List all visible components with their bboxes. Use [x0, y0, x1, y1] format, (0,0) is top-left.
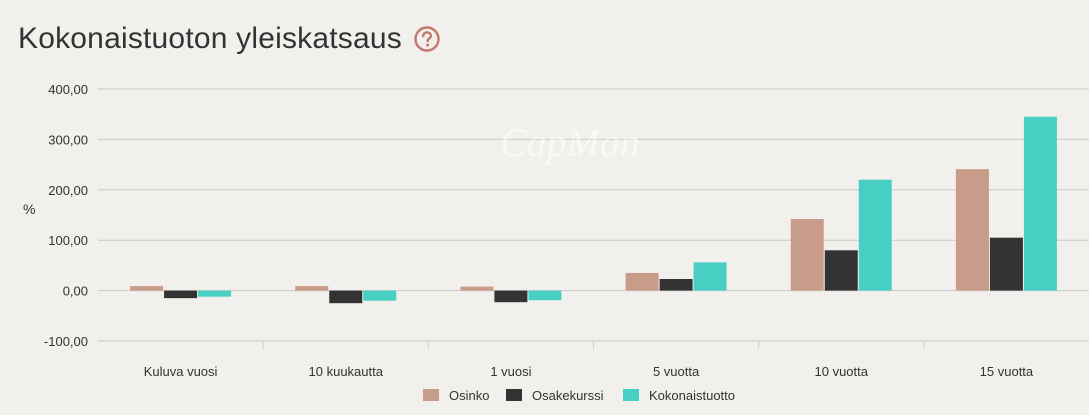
- x-tick-label: 10 vuotta: [815, 364, 869, 379]
- x-tick-label: 10 kuukautta: [309, 364, 384, 379]
- y-tick-label: 200,00: [48, 183, 88, 198]
- y-tick-label: -100,00: [44, 334, 88, 349]
- watermark: CapMan: [500, 120, 640, 165]
- legend-swatch-osakekurssi: [506, 389, 522, 401]
- chart-area: CapMan -100,00 0,00 100,00 200,00 300,00 400,…: [18, 70, 1089, 415]
- x-axis: Kuluva vuosi 10 kuukautta 1 vuosi 5 vuotta 1…: [144, 341, 1034, 379]
- bar-osakekurssi-0[interactable]: [164, 290, 198, 299]
- total-return-chart: CapMan -100,00 0,00 100,00 200,00 300,00 400,…: [23, 82, 1089, 403]
- bar-osakekurssi-4[interactable]: [824, 250, 858, 291]
- bars: [130, 116, 1057, 304]
- bar-osinko-5[interactable]: [955, 169, 989, 291]
- y-tick-label: 400,00: [48, 82, 88, 97]
- y-axis-label: %: [23, 201, 35, 217]
- bar-kokonaistuotto-4[interactable]: [858, 179, 892, 291]
- bar-osinko-4[interactable]: [790, 219, 824, 291]
- bar-osakekurssi-1[interactable]: [329, 290, 363, 304]
- y-tick-label: 100,00: [48, 233, 88, 248]
- bar-kokonaistuotto-2[interactable]: [528, 290, 562, 301]
- question-circle-icon[interactable]: [414, 26, 440, 52]
- y-tick-label: 0,00: [63, 284, 88, 299]
- bar-osakekurssi-5[interactable]: [989, 237, 1023, 291]
- bar-kokonaistuotto-3[interactable]: [693, 262, 727, 291]
- legend-label[interactable]: Osakekurssi: [532, 388, 604, 403]
- bar-osakekurssi-3[interactable]: [659, 279, 693, 291]
- bar-kokonaistuotto-1[interactable]: [363, 290, 397, 301]
- legend-label[interactable]: Osinko: [449, 388, 489, 403]
- x-tick-label: 1 vuosi: [490, 364, 531, 379]
- title-row: Kokonaistuoton yleiskatsaus: [18, 22, 440, 56]
- page-title: Kokonaistuoton yleiskatsaus: [18, 22, 402, 55]
- bar-kokonaistuotto-0[interactable]: [198, 290, 232, 297]
- y-axis: -100,00 0,00 100,00 200,00 300,00 400,00: [44, 82, 88, 349]
- legend: Osinko Osakekurssi Kokonaistuotto: [423, 388, 735, 403]
- legend-swatch-osinko: [423, 389, 439, 401]
- bar-osinko-1[interactable]: [295, 286, 329, 291]
- bar-kokonaistuotto-5[interactable]: [1023, 116, 1057, 291]
- bar-osinko-3[interactable]: [625, 272, 659, 291]
- x-tick-label: 15 vuotta: [980, 364, 1034, 379]
- bar-osinko-0[interactable]: [130, 286, 164, 291]
- bar-osinko-2[interactable]: [460, 286, 494, 291]
- legend-swatch-kokonaistuotto: [623, 389, 639, 401]
- legend-label[interactable]: Kokonaistuotto: [649, 388, 735, 403]
- x-tick-label: 5 vuotta: [653, 364, 700, 379]
- x-tick-label: Kuluva vuosi: [144, 364, 218, 379]
- y-tick-label: 300,00: [48, 132, 88, 147]
- bar-osakekurssi-2[interactable]: [494, 290, 528, 303]
